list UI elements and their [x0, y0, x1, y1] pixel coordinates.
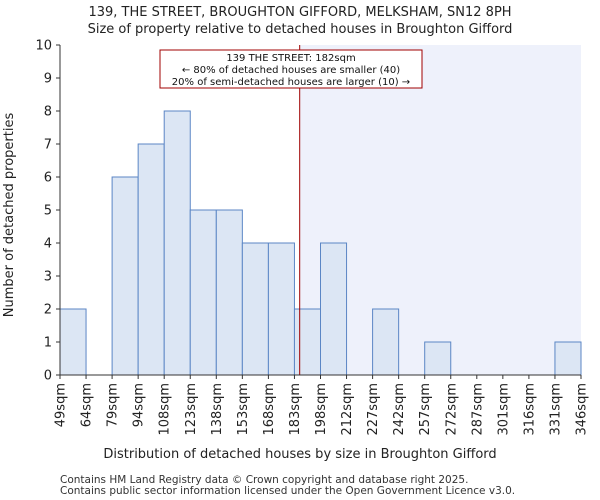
x-tick-label: 138sqm	[210, 383, 225, 436]
x-tick-label: 64sqm	[80, 383, 95, 427]
x-tick-label: 227sqm	[366, 383, 381, 436]
y-tick-label: 0	[44, 369, 52, 384]
bar-183sqm	[293, 308, 322, 376]
y-tick-label: 1	[44, 336, 52, 351]
y-tick-label: 2	[44, 303, 52, 318]
x-axis: 49sqm 64sqm 79sqm 94sqm 108sqm 123sqm 138sqm 15…	[54, 375, 590, 436]
footer-line-1: Contains HM Land Registry data © Crown c…	[60, 474, 468, 486]
y-tick-label: 7	[44, 138, 52, 153]
footer-line-2: Contains public sector information licen…	[60, 485, 515, 497]
x-tick-label: 94sqm	[132, 383, 147, 427]
bar-331sqm	[554, 341, 582, 376]
annotation-frame	[159, 49, 423, 89]
x-tick-label: 168sqm	[262, 383, 277, 436]
annotation-line-3: 20% of semi-detached houses are larger (…	[172, 77, 410, 88]
bar-198sqm	[320, 242, 348, 376]
x-tick-label: 287sqm	[470, 383, 485, 436]
bar-153sqm	[241, 242, 269, 376]
y-tick-label: 4	[44, 237, 52, 252]
x-tick-label: 301sqm	[496, 383, 511, 436]
bar-123sqm	[189, 209, 217, 376]
y-tick-label: 3	[44, 270, 52, 285]
x-tick-label: 212sqm	[340, 383, 355, 436]
x-tick-label: 272sqm	[444, 383, 459, 436]
x-tick-label: 316sqm	[522, 383, 537, 436]
bar-257sqm	[424, 341, 452, 376]
y-tick-label: 10	[35, 39, 52, 54]
y-tick-label: 9	[44, 72, 52, 87]
bar-138sqm	[215, 209, 243, 376]
bar-49sqm	[59, 308, 87, 376]
x-tick-label: 123sqm	[184, 383, 199, 436]
x-tick-label: 153sqm	[236, 383, 251, 436]
y-tick-label: 5	[44, 204, 52, 219]
x-tick-label: 346sqm	[575, 383, 590, 436]
chart-title: 139, THE STREET, BROUGHTON GIFFORD, MELK…	[88, 5, 511, 20]
y-axis-label: Number of detached properties	[2, 113, 17, 318]
y-tick-label: 6	[44, 171, 52, 186]
x-tick-label: 49sqm	[54, 383, 69, 427]
x-axis-label: Distribution of detached houses by size …	[103, 447, 496, 462]
bars	[59, 110, 582, 376]
bar-108sqm	[163, 110, 191, 376]
chart-subtitle: Size of property relative to detached ho…	[88, 22, 513, 37]
x-tick-label: 331sqm	[548, 383, 563, 436]
annotation-line-2: ← 80% of detached houses are smaller (40…	[182, 65, 400, 76]
x-tick-label: 79sqm	[106, 383, 121, 427]
annotation-box: 139 THE STREET: 182sqm ← 80% of detached…	[159, 49, 423, 89]
y-tick-label: 8	[44, 105, 52, 120]
x-tick-label: 183sqm	[288, 383, 303, 436]
x-tick-label: 198sqm	[314, 383, 329, 436]
bar-79sqm	[111, 176, 139, 376]
bar-168sqm	[267, 242, 295, 376]
bar-227sqm	[372, 308, 400, 376]
x-tick-label: 242sqm	[392, 383, 407, 436]
y-axis: 0 1 2 3 4 5 6 7 8 9 10	[35, 39, 60, 384]
bar-94sqm	[137, 143, 165, 376]
annotation-line-1: 139 THE STREET: 182sqm	[226, 53, 355, 64]
x-tick-label: 257sqm	[418, 383, 433, 436]
x-tick-label: 108sqm	[158, 383, 173, 436]
